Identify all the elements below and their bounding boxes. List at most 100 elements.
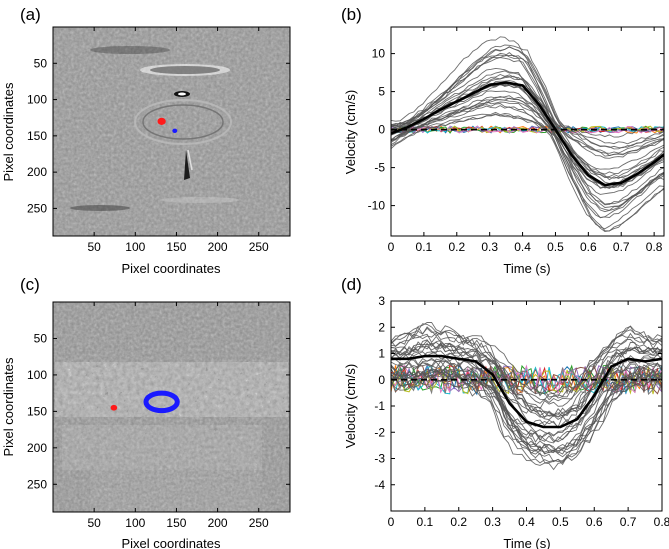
velocity-curve	[391, 70, 664, 175]
x-tick-label: 0.2	[450, 515, 467, 529]
velocity-curve	[391, 80, 664, 184]
velocity-curve	[391, 367, 662, 453]
x-tick-label: 0.6	[580, 240, 597, 254]
x-tick-label: 250	[249, 516, 269, 530]
panel-label-d: (d)	[341, 275, 362, 294]
velocity-curve	[391, 114, 664, 232]
roi-markers-a	[157, 117, 178, 133]
y-tick-label: 0	[378, 373, 385, 387]
ticks-c: 50 100 150 200 250 50 100 150 200 250	[27, 302, 290, 530]
axes-frame-b	[390, 26, 665, 237]
velocity-curve	[391, 95, 664, 205]
x-tick-label: 0.8	[654, 515, 669, 529]
ylabel-c: Pixel coordinates	[1, 357, 16, 456]
y-tick-label: -4	[374, 478, 385, 492]
roi-red	[157, 117, 166, 125]
x-tick-label: 0.7	[613, 240, 630, 254]
y-tick-label: 250	[27, 201, 47, 215]
x-tick-label: 0.2	[448, 240, 465, 254]
xlabel-d: Time (s)	[503, 536, 550, 549]
velocity-curve	[391, 339, 662, 418]
ylabel-a: Pixel coordinates	[1, 82, 16, 181]
y-tick-label: 10	[372, 47, 386, 61]
y-tick-label: 150	[27, 129, 47, 143]
x-tick-label: 150	[166, 240, 186, 254]
panel-b: 0 0.1 0.2 0.3 0.4 0.5 0.6 0.7 0.8 -10 -5 0 5 10 (b) T…	[341, 5, 665, 276]
velocity-curve	[391, 57, 664, 159]
x-tick-label: 0	[388, 240, 395, 254]
roi-markers-c	[110, 390, 180, 414]
panel-label-b: (b)	[341, 5, 362, 24]
y-tick-label: 150	[27, 404, 47, 418]
y-tick-label: 1	[378, 347, 385, 361]
phase-image-c	[53, 302, 290, 512]
ticks-d: 0 0.1 0.2 0.3 0.4 0.5 0.6 0.7 0.8 -4 -3 -2 -1 0 1 2 3	[374, 294, 669, 529]
x-tick-label: 0.5	[547, 240, 564, 254]
y-tick-label: -2	[374, 425, 385, 439]
y-tick-label: 50	[34, 331, 48, 345]
x-tick-label: 100	[125, 240, 145, 254]
velocity-curve	[391, 342, 662, 418]
panel-a: 50 100 150 200 250 50 100 150 200 250 (a) Pixel c…	[1, 5, 291, 276]
velocity-curve	[391, 83, 664, 190]
y-tick-label: 3	[378, 294, 385, 308]
y-tick-label: 2	[378, 320, 385, 334]
x-tick-label: 200	[208, 240, 228, 254]
panel-c: 50 100 150 200 250 50 100 150 200 250 (c) Pixel c…	[1, 275, 291, 549]
velocity-curves-b	[391, 36, 664, 232]
velocity-curve	[391, 67, 664, 170]
y-tick-label: 5	[378, 85, 385, 99]
xlabel-c: Pixel coordinates	[122, 536, 221, 549]
y-tick-label: 50	[34, 56, 48, 70]
x-tick-label: 0.4	[514, 240, 531, 254]
x-tick-label: 150	[166, 516, 186, 530]
ylabel-b: Velocity (cm/s)	[343, 90, 358, 175]
mean-velocity-curve	[391, 81, 664, 187]
x-tick-label: 0.1	[416, 240, 433, 254]
mean-velocity-curve	[391, 354, 662, 429]
ticks-a: 50 100 150 200 250 50 100 150 200 250	[27, 27, 290, 254]
y-tick-label: -1	[374, 399, 385, 413]
velocity-curve	[391, 341, 662, 421]
y-tick-label: 250	[27, 477, 47, 491]
velocity-curve	[391, 105, 664, 218]
velocity-curve	[391, 341, 662, 419]
ylabel-d: Velocity (cm/s)	[343, 364, 358, 449]
x-tick-label: 250	[249, 240, 269, 254]
x-tick-label: 50	[87, 516, 101, 530]
panel-d: 0 0.1 0.2 0.3 0.4 0.5 0.6 0.7 0.8 -4 -3 -2 -1 0 1 2 3 (d…	[341, 275, 669, 549]
velocity-curve	[391, 359, 662, 443]
x-tick-label: 0.4	[518, 515, 535, 529]
velocity-curve	[391, 326, 662, 400]
x-tick-label: 50	[87, 240, 101, 254]
x-tick-label: 0.3	[481, 240, 498, 254]
velocity-curve	[391, 36, 664, 138]
velocity-curve	[391, 97, 664, 208]
velocity-curve	[391, 52, 664, 154]
x-tick-label: 0.1	[417, 515, 434, 529]
y-tick-label: 100	[27, 93, 47, 107]
x-tick-label: 0.3	[484, 515, 501, 529]
panel-label-c: (c)	[20, 275, 40, 294]
y-tick-label: 0	[378, 123, 385, 137]
x-tick-label: 200	[208, 516, 228, 530]
y-tick-label: -10	[368, 199, 386, 213]
xlabel-a: Pixel coordinates	[122, 261, 221, 276]
velocity-curve	[391, 46, 664, 150]
xlabel-b: Time (s)	[503, 261, 550, 276]
x-tick-label: 0.6	[586, 515, 603, 529]
axes-frame-c	[52, 301, 291, 513]
velocity-curve	[391, 374, 662, 464]
x-tick-label: 0.8	[646, 240, 663, 254]
velocity-curves-d	[391, 321, 662, 471]
y-tick-label: 100	[27, 368, 47, 382]
panel-label-a: (a)	[20, 5, 41, 24]
velocity-curve	[391, 321, 662, 395]
x-tick-label: 0.7	[620, 515, 637, 529]
roi-blue-ring	[143, 390, 180, 414]
velocity-curve	[391, 375, 662, 466]
x-tick-label: 0	[388, 515, 395, 529]
velocity-curve	[391, 360, 662, 444]
y-tick-label: -5	[374, 161, 385, 175]
